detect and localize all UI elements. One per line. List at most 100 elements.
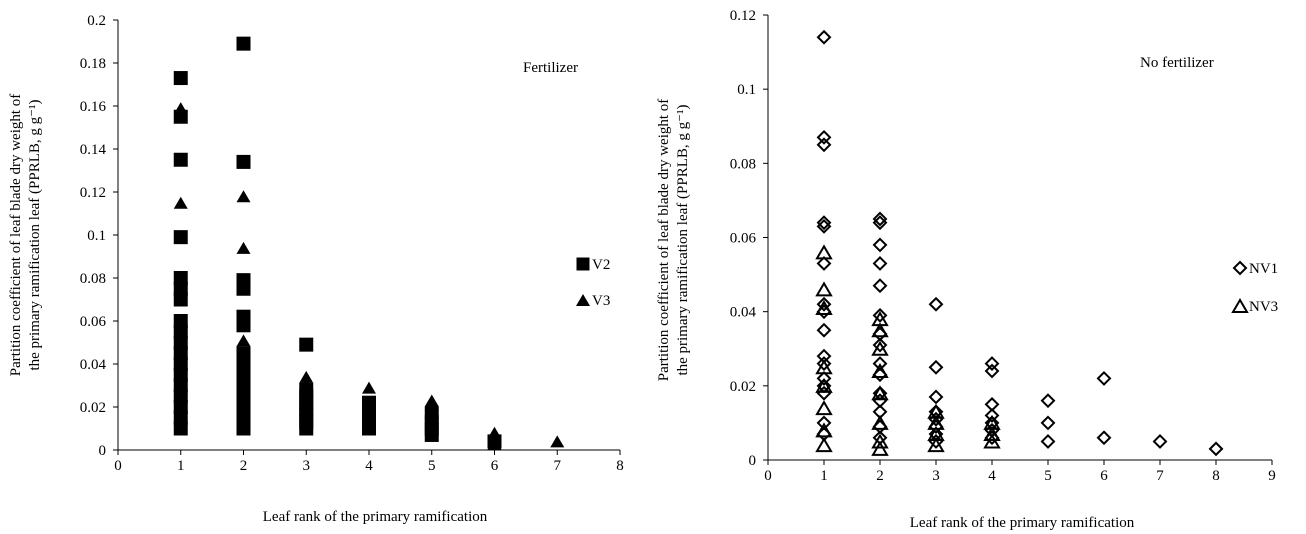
x-tick-label: 7	[554, 458, 562, 474]
no-fertilizer-chart-panel: Partition coefficient of leaf blade dry …	[656, 8, 1278, 531]
y-axis-title-line-1: Partition coefficient of leaf blade dry …	[656, 99, 672, 382]
data-point-v2	[173, 389, 188, 404]
data-point-v3	[236, 411, 251, 424]
series-v2	[173, 36, 502, 449]
data-point-nv1	[816, 322, 832, 338]
y-tick-label: 0.02	[730, 379, 756, 395]
data-point-nv1	[1152, 434, 1168, 449]
y-tick-label: 0.02	[80, 400, 106, 416]
x-tick-label: 1	[177, 458, 185, 474]
data-point-nv1	[816, 371, 832, 386]
data-point-v3	[173, 336, 188, 349]
x-tick-label: 9	[1268, 468, 1276, 484]
data-point-v3	[173, 319, 188, 332]
fertilizer-chart-panel: Partition coefficient of leaf blade dry …	[8, 13, 624, 525]
data-point-v2	[173, 410, 188, 425]
data-point-v3	[236, 390, 251, 403]
y-tick-label: 0	[749, 453, 757, 469]
data-point-nv1	[816, 29, 832, 45]
data-point-v2	[299, 337, 314, 352]
data-point-nv1	[984, 356, 1000, 371]
data-point-v3	[173, 110, 188, 123]
data-point-v3	[236, 334, 251, 347]
data-point-nv1	[872, 307, 888, 323]
data-point-v3	[424, 394, 439, 407]
y-tick-label: 0.2	[87, 13, 106, 29]
data-point-nv1	[1040, 415, 1056, 431]
data-point-v2	[236, 400, 251, 414]
x-tick-label: 4	[988, 468, 996, 484]
y-tick-label: 0	[99, 443, 107, 459]
data-point-v3	[236, 368, 251, 381]
x-tick-label: 6	[1100, 468, 1108, 484]
y-tick-label: 0.08	[80, 271, 106, 287]
data-point-v3	[173, 401, 188, 413]
panel-label-no-fertilizer: No fertilizer	[1140, 55, 1214, 71]
legend-marker-v3	[576, 294, 590, 306]
series-v3	[173, 102, 565, 450]
data-point-v3	[299, 370, 314, 383]
data-point-nv1	[872, 256, 888, 271]
data-point-v2	[173, 346, 188, 361]
data-point-v2	[173, 292, 188, 307]
data-point-nv1	[872, 237, 888, 253]
data-point-v3	[362, 381, 376, 394]
data-point-nv1	[928, 389, 944, 405]
data-point-v2	[236, 318, 251, 333]
data-point-nv3	[815, 359, 833, 375]
data-point-nv1	[1040, 434, 1056, 449]
y-axis-title-line-2: the primary ramification leaf (PPRLB, g …	[27, 99, 43, 370]
data-point-v2	[173, 230, 188, 245]
data-point-nv1	[816, 218, 832, 234]
data-point-v2	[236, 357, 251, 371]
legend-label-v2: V2	[592, 257, 610, 273]
data-point-nv3	[815, 400, 833, 416]
data-point-v3	[362, 401, 376, 413]
data-point-nv1	[816, 296, 832, 312]
legend-marker-nv3	[1231, 298, 1249, 313]
data-point-nv1	[816, 137, 832, 153]
x-tick-label: 3	[303, 458, 311, 474]
data-point-nv1	[872, 211, 888, 227]
x-tick-label: 2	[876, 468, 884, 484]
y-tick-label: 0.12	[80, 185, 106, 201]
data-point-v3	[236, 241, 251, 254]
data-point-v3	[173, 422, 188, 435]
data-point-nv1	[984, 408, 1000, 423]
data-point-nv1	[1040, 393, 1056, 409]
y-tick-label: 0.1	[87, 228, 106, 244]
data-point-nv3	[871, 433, 889, 449]
data-point-nv1	[984, 363, 1000, 379]
legend-label-v3: V3	[592, 293, 610, 309]
data-point-v3	[424, 411, 439, 424]
data-point-v3	[299, 401, 314, 413]
x-tick-label: 0	[764, 468, 772, 484]
x-tick-label: 2	[240, 458, 248, 474]
data-point-nv1	[872, 337, 888, 353]
data-point-v3	[173, 102, 188, 115]
data-point-nv1	[816, 215, 832, 231]
data-point-nv3	[871, 363, 889, 378]
x-tick-label: 4	[365, 458, 373, 474]
x-tick-label: 0	[114, 458, 122, 474]
y-axis-title: Partition coefficient of leaf blade dry …	[8, 94, 43, 377]
y-axis-title: Partition coefficient of leaf blade dry …	[656, 99, 691, 382]
series-nv3	[815, 244, 1001, 456]
x-axis-title: Leaf rank of the primary ramification	[263, 509, 488, 525]
data-point-v2	[173, 152, 188, 167]
x-axis-title: Leaf rank of the primary ramification	[910, 515, 1135, 531]
data-point-nv1	[1096, 371, 1112, 386]
data-point-v2	[173, 281, 188, 296]
panel-label-fertilizer: Fertilizer	[523, 60, 578, 76]
data-point-v2	[173, 271, 188, 285]
data-point-nv3	[871, 322, 889, 338]
y-tick-label: 0.1	[737, 82, 756, 98]
data-point-v3	[550, 435, 565, 448]
y-tick-label: 0.04	[80, 357, 107, 373]
data-point-nv3	[871, 340, 889, 356]
x-tick-label: 8	[616, 458, 624, 474]
data-point-nv3	[871, 385, 889, 401]
data-point-nv3	[815, 244, 833, 260]
y-axis-title-line-1: Partition coefficient of leaf blade dry …	[8, 94, 24, 377]
y-tick-label: 0.06	[730, 231, 757, 247]
